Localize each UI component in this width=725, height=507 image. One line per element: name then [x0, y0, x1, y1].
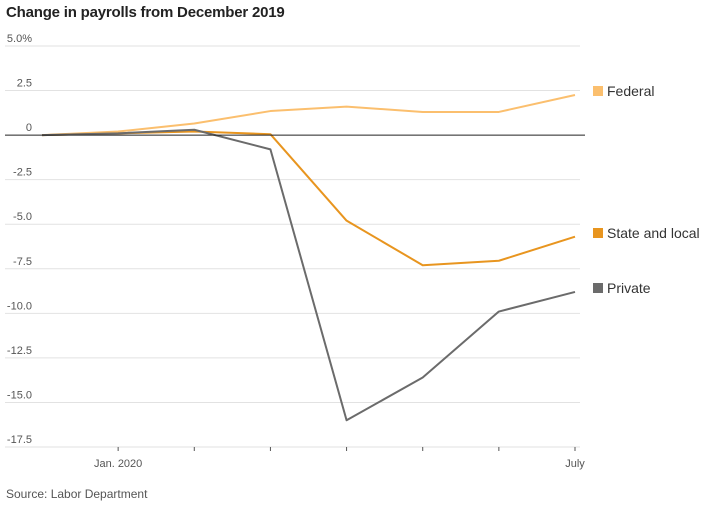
y-tick-label: 0	[26, 122, 32, 134]
source-note: Source: Labor Department	[6, 487, 148, 501]
legend-item: Private	[593, 280, 651, 296]
chart-title: Change in payrolls from December 2019	[6, 4, 285, 21]
y-axis-ticks: 5.0% 2.5 0 -2.5 -5.0 -7.5 -10.0 -12.5 -15.0 -17.5	[7, 33, 32, 446]
x-tick-label: Jan. 2020	[94, 458, 142, 470]
y-tick-label: -5.0	[13, 211, 32, 223]
series-line-state-and-local	[41, 130, 576, 267]
series-line-private	[41, 128, 576, 422]
legend-item: Federal	[593, 83, 654, 99]
series-lines	[5, 94, 585, 422]
y-tick-label: -17.5	[7, 434, 32, 446]
legend-item: State and local	[593, 225, 700, 241]
legend-swatch	[593, 228, 603, 238]
series-line-federal	[41, 94, 576, 137]
y-tick-label: 5.0%	[7, 33, 32, 45]
x-tick-label: July	[565, 458, 585, 470]
y-tick-label: -12.5	[7, 345, 32, 357]
legend: Federal State and local Private	[593, 83, 700, 296]
y-tick-label: 2.5	[17, 78, 32, 90]
legend-label: State and local	[607, 225, 700, 241]
gridlines	[5, 45, 580, 448]
y-tick-label: -7.5	[13, 256, 32, 268]
y-tick-label: -2.5	[13, 167, 32, 179]
x-axis: Jan. 2020 July	[5, 446, 585, 470]
legend-label: Federal	[607, 83, 654, 99]
legend-label: Private	[607, 280, 651, 296]
y-tick-label: -10.0	[7, 300, 32, 312]
legend-swatch	[593, 283, 603, 293]
y-tick-label: -15.0	[7, 389, 32, 401]
legend-swatch	[593, 86, 603, 96]
